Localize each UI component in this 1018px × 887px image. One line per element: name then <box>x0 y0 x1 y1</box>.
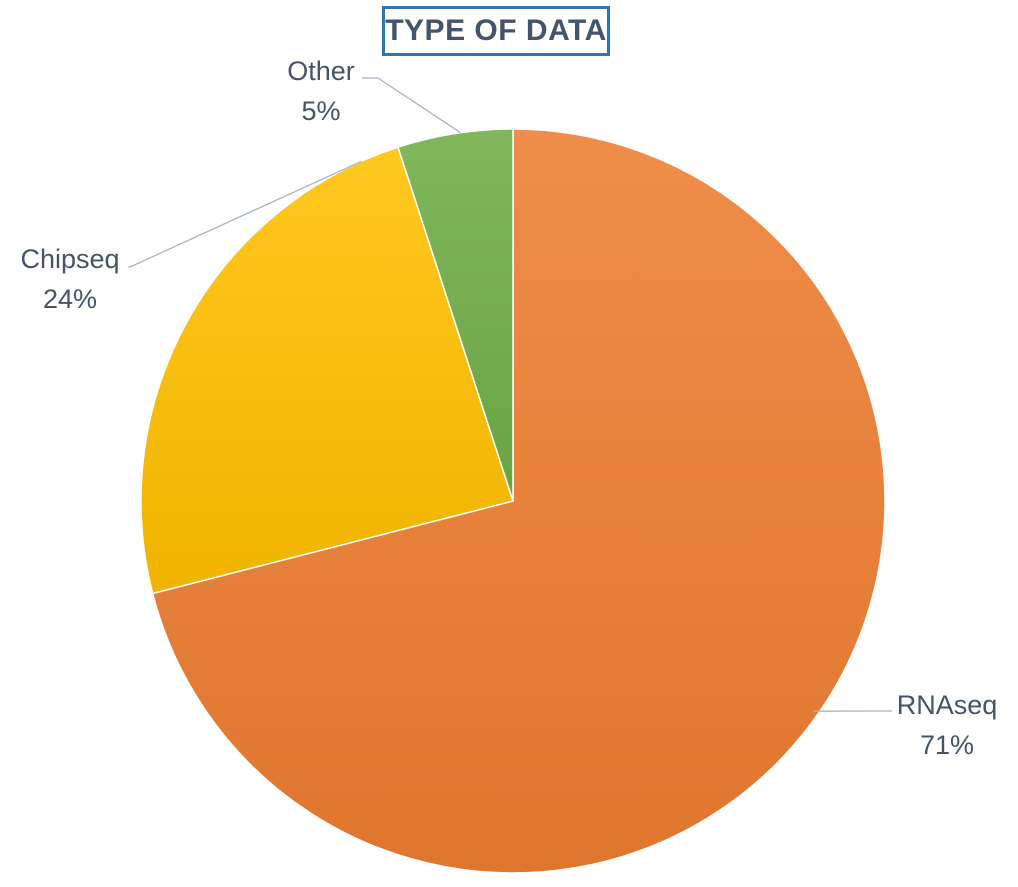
leader-lines <box>128 77 892 712</box>
pie-slice-chipseq <box>140 146 514 595</box>
pie-slices <box>140 128 886 874</box>
slice-percent-chipseq: 24% <box>43 284 97 314</box>
leader-line-chipseq <box>128 160 362 268</box>
slice-label-chipseq: Chipseq <box>20 244 119 274</box>
slice-percent-other: 5% <box>301 96 340 126</box>
leader-line-other <box>362 77 461 134</box>
slice-label-rnaseq: RNAseq <box>897 690 998 720</box>
pie-slice-rnaseq <box>151 128 886 874</box>
slice-percent-rnaseq: 71% <box>920 730 974 760</box>
chart-title: TYPE OF DATA <box>385 14 607 47</box>
pie-slice-other <box>397 128 514 502</box>
slice-label-other: Other <box>287 56 355 86</box>
data-labels: RNAseq 71% Chipseq 24% Other 5% <box>20 56 997 760</box>
chart-title-box: TYPE OF DATA <box>382 6 610 56</box>
